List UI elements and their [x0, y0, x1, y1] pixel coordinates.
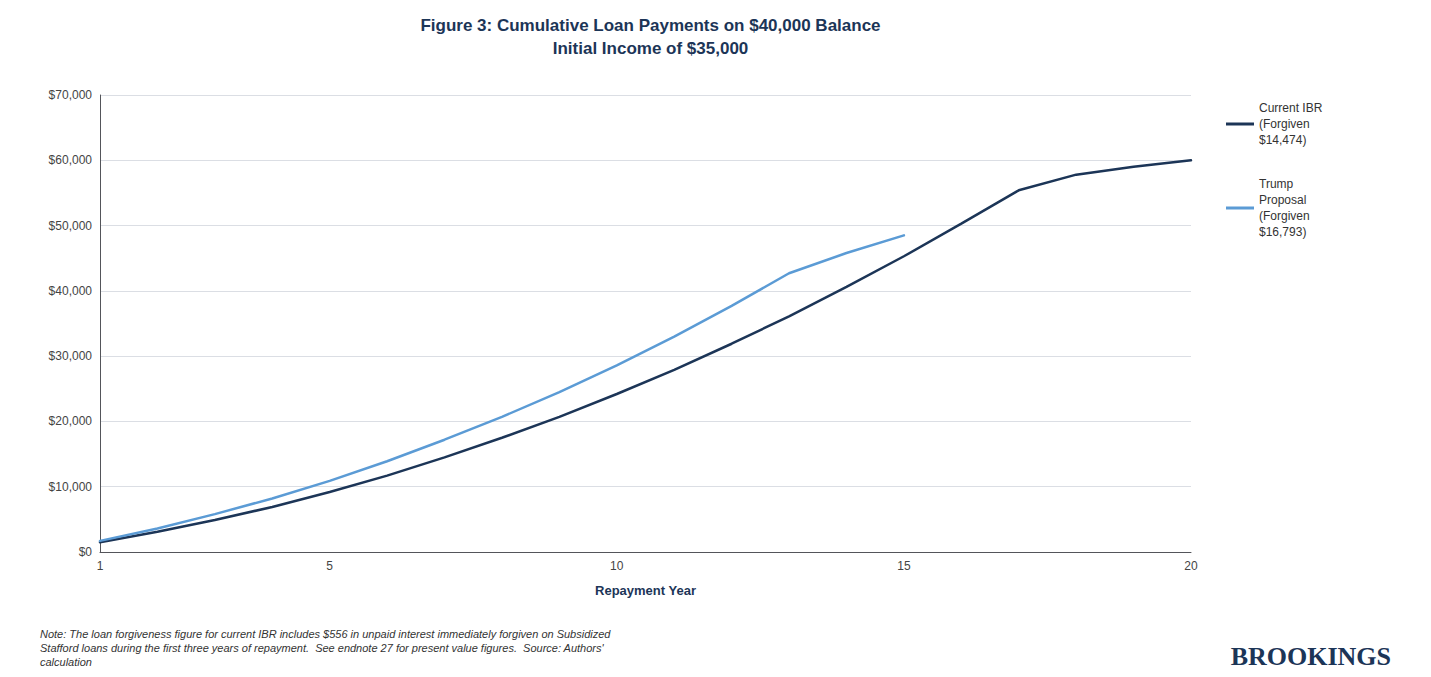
svg-text:$60,000: $60,000 [49, 153, 93, 167]
svg-text:Proposal: Proposal [1259, 193, 1306, 207]
svg-text:$14,474): $14,474) [1259, 133, 1306, 147]
svg-text:(Forgiven: (Forgiven [1259, 209, 1310, 223]
svg-text:Note: The loan forgiveness fig: Note: The loan forgiveness figure for cu… [40, 628, 611, 640]
svg-text:$16,793): $16,793) [1259, 225, 1306, 239]
svg-text:(Forgiven: (Forgiven [1259, 117, 1310, 131]
svg-text:$10,000: $10,000 [49, 480, 93, 494]
svg-text:calculation: calculation [40, 656, 92, 668]
svg-text:$20,000: $20,000 [49, 414, 93, 428]
svg-text:$70,000: $70,000 [49, 88, 93, 102]
svg-text:Figure 3: Cumulative Loan Paym: Figure 3: Cumulative Loan Payments on $4… [420, 16, 880, 35]
svg-text:Current IBR: Current IBR [1259, 101, 1323, 115]
svg-text:1: 1 [97, 559, 104, 573]
svg-text:$30,000: $30,000 [49, 349, 93, 363]
svg-text:Initial Income of $35,000: Initial Income of $35,000 [553, 39, 749, 58]
svg-text:5: 5 [326, 559, 333, 573]
svg-text:BROOKINGS: BROOKINGS [1231, 642, 1391, 671]
svg-text:20: 20 [1184, 559, 1198, 573]
svg-text:15: 15 [897, 559, 911, 573]
svg-text:$0: $0 [79, 545, 93, 559]
svg-text:Repayment Year: Repayment Year [595, 583, 696, 598]
svg-text:$50,000: $50,000 [49, 219, 93, 233]
svg-text:Stafford loans during the firs: Stafford loans during the first three ye… [40, 642, 605, 654]
svg-text:$40,000: $40,000 [49, 284, 93, 298]
svg-text:Trump: Trump [1259, 177, 1294, 191]
svg-text:10: 10 [610, 559, 624, 573]
